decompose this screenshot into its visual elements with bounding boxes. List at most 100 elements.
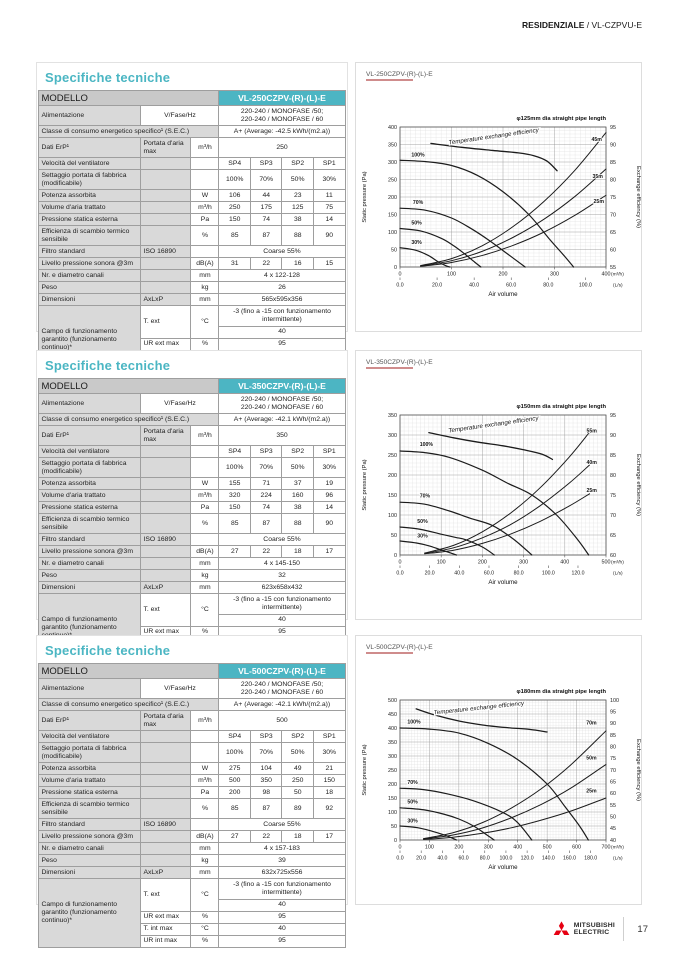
series-30-: [399, 824, 458, 841]
chart-model-label: VL-250CZPV-(R)-(L)-E: [366, 71, 433, 78]
series-label: 25m: [587, 487, 598, 493]
spec-cell: Volume d'aria trattato: [38, 774, 142, 788]
ls-tick-label: 120.0: [571, 570, 584, 576]
brand-text: MITSUBISHI ELECTRIC: [574, 922, 615, 936]
series-40m: [424, 464, 591, 554]
spec-row: Dimensioni AxLxP mm 623x658x432: [38, 581, 346, 595]
spec-row: UR ext max% 95: [39, 910, 346, 924]
spec-cell: Nr. e diametro canali: [38, 269, 142, 283]
spec-cell: [140, 830, 192, 844]
spec-row: Dimensioni AxLxP mm 632x725x556: [38, 866, 346, 880]
ls-tick-label: 140.0: [542, 855, 555, 861]
y-left-tick-label: 150: [388, 492, 397, 498]
spec-cell: Potenza assorbita: [38, 762, 142, 776]
x-unit-secondary: (L/s): [613, 570, 623, 576]
y-right-tick-label: 50: [610, 814, 616, 820]
spec-cell: 220-240 / MONOFASE /50; 220-240 / MONOFAS…: [218, 678, 346, 700]
spec-cell: UR ext max: [140, 337, 192, 351]
spec-cell: 150: [218, 501, 251, 515]
x-tick-label: 0: [399, 271, 402, 277]
spec-table: MODELLO VL-500CZPV-(R)-(L)-E Alimentazione…: [38, 662, 346, 948]
spec-cell: 30%: [312, 169, 346, 191]
y-right-tick-label: 65: [610, 779, 616, 785]
spec-cell: 30%: [312, 457, 346, 479]
spec-cell: 11: [312, 189, 346, 203]
spec-cell: 44: [249, 189, 283, 203]
spec-cell: -3 (fino a -15 con funzionamento intermi…: [218, 878, 346, 900]
spec-cell: 88: [281, 225, 314, 247]
spec-cell: 85: [218, 225, 251, 247]
spec-row: 40: [39, 898, 346, 912]
spec-cell: Efficienza di scambio termico sensibile: [38, 225, 142, 247]
y-right-tick-label: 75: [610, 194, 616, 200]
spec-row: Potenza assorbita W 155 71 37 19: [38, 477, 346, 491]
spec-cell: %: [190, 798, 220, 820]
y-right-tick-label: 60: [610, 247, 616, 253]
spec-cell: [140, 513, 192, 535]
ls-tick-label: 60.0: [506, 282, 516, 288]
spec-cell: 200: [218, 786, 251, 800]
spec-cell: 49: [281, 762, 314, 776]
modello-row: MODELLO VL-500CZPV-(R)-(L)-E: [38, 662, 346, 680]
spec-cell: ISO 16890: [140, 533, 192, 547]
spec-cell: 250: [218, 137, 346, 159]
series-100-: [399, 449, 590, 556]
spec-cell: 40: [218, 898, 346, 912]
spec-cell: 23: [281, 189, 314, 203]
spec-cell: Efficienza di scambio termico sensibile: [38, 513, 142, 535]
ls-tick-label: 100.0: [579, 282, 592, 288]
y-left-tick-label: 150: [388, 795, 397, 801]
series-label: 50m: [586, 755, 597, 761]
brand-lockup: MITSUBISHI ELECTRIC: [552, 920, 615, 938]
y-left-axis-title: Static pressure (Pa): [362, 744, 368, 795]
spec-cell: VL-500CZPV-(R)-(L)-E: [218, 662, 346, 680]
spec-cell: 15: [312, 257, 346, 271]
spec-row: Filtro standard ISO 16890 Coarse 55%: [38, 245, 346, 259]
spec-cell: Portata d'aria max: [140, 425, 192, 447]
y-left-tick-label: 100: [388, 809, 397, 815]
x-tick-label: 100: [447, 271, 456, 277]
spec-cell: Dimensioni: [38, 581, 142, 595]
spec-cell: [140, 489, 192, 503]
spec-cell: AxLxP: [140, 581, 192, 595]
spec-cell: SP3: [249, 157, 283, 171]
footer-divider: [623, 917, 624, 941]
spec-cell: 150: [312, 774, 346, 788]
spec-row: Settaggio portata di fabbrica (modificab…: [38, 457, 346, 479]
y-left-tick-label: 500: [388, 697, 397, 703]
y-left-tick-label: 350: [388, 142, 397, 148]
spec-cell: [140, 730, 192, 744]
spec-cell: Dati ErP¹: [38, 710, 142, 732]
y-right-tick-label: 65: [610, 229, 616, 235]
ls-tick-label: 80.0: [514, 570, 524, 576]
y-right-tick-label: 95: [610, 412, 616, 418]
y-left-tick-label: 50: [391, 532, 397, 538]
spec-cell: °C: [190, 593, 220, 627]
spec-cell: 22: [249, 830, 283, 844]
series-label: 70m: [586, 720, 597, 726]
ls-tick-label: 100.0: [542, 570, 555, 576]
spec-cell: 40: [218, 325, 346, 339]
y-left-tick-label: 50: [391, 247, 397, 253]
spec-cell: 250: [218, 201, 251, 215]
spec-cell: 40: [218, 613, 346, 627]
spec-cell: A+ (Average: -42.1 kWh/(m2.a)): [218, 413, 346, 427]
spec-cell: Velocità del ventilatore: [38, 730, 142, 744]
x-tick-label: 500: [543, 844, 552, 850]
spec-cell: SP1: [312, 157, 346, 171]
spec-table: MODELLO VL-350CZPV-(R)-(L)-E Alimentazione…: [38, 377, 346, 663]
series-label: 30%: [411, 239, 422, 245]
ls-tick-label: 40.0: [454, 570, 464, 576]
y-left-axis-title: Static pressure (Pa): [362, 459, 368, 510]
spec-cell: 87: [249, 513, 283, 535]
spec-row: Settaggio portata di fabbrica (modificab…: [38, 742, 346, 764]
spec-cell: 100%: [218, 742, 251, 764]
spec-cell: 17: [312, 830, 346, 844]
spec-cell: °C: [190, 305, 220, 339]
chart-panel-vl-250czpv-(r)-(l)-e: VL-250CZPV-(R)-(L)-E 0 50 100 150 200 250 300 35…: [355, 62, 642, 332]
series-70m: [423, 729, 607, 839]
spec-cell: 220-240 / MONOFASE /50; 220-240 / MONOFAS…: [218, 105, 346, 127]
series-70-: [399, 787, 533, 841]
